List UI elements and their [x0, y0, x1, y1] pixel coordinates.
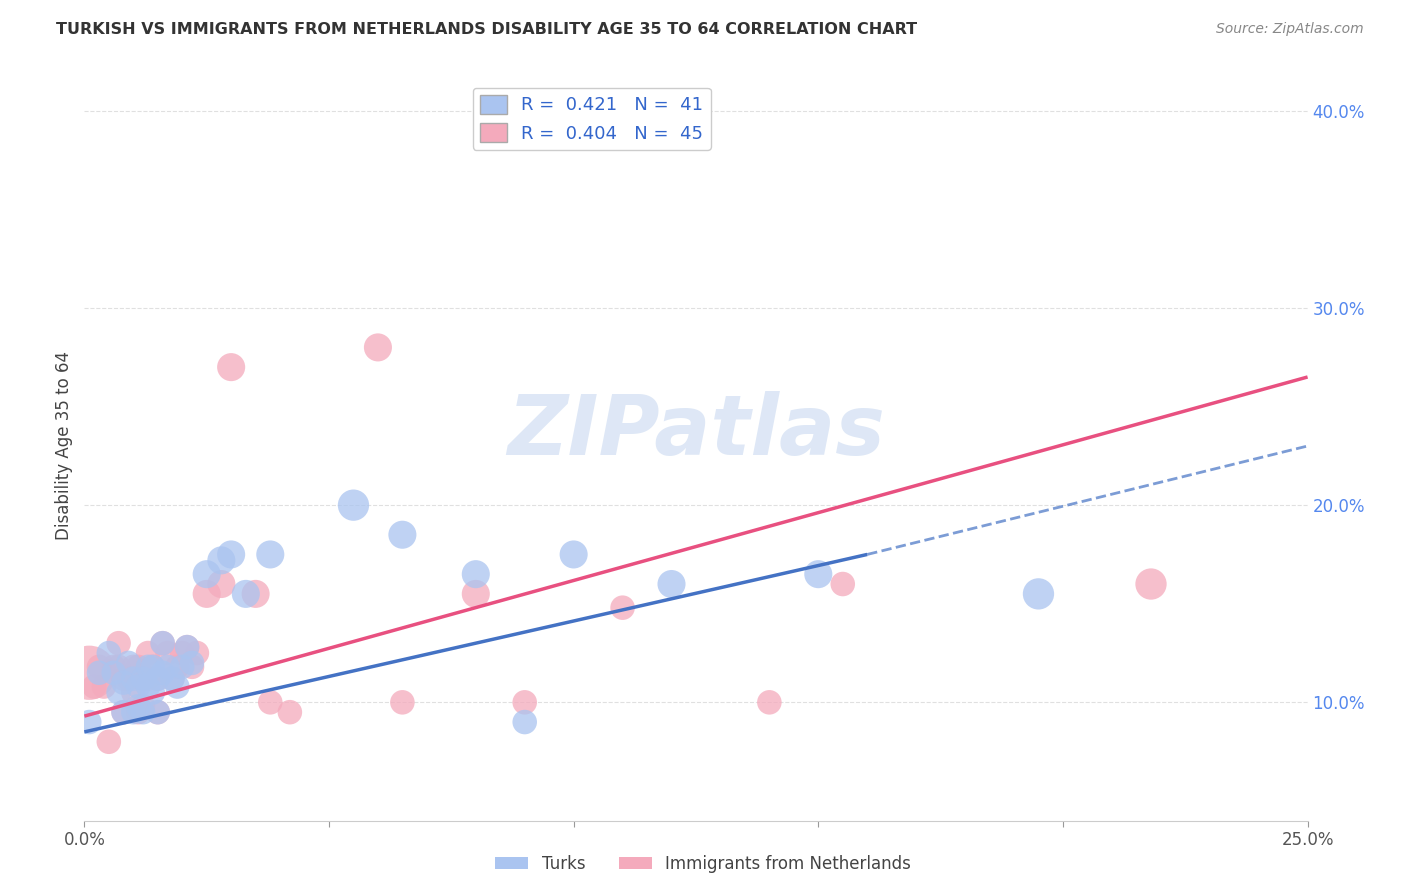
Point [132, 705, 155, 719]
Point [127, 660, 149, 674]
Point [181, 656, 204, 670]
Point [831, 577, 853, 591]
Point [122, 660, 145, 674]
Point [342, 498, 364, 512]
Point [538, 113, 561, 128]
Point [112, 705, 135, 719]
Point [142, 660, 165, 674]
Point [172, 646, 194, 660]
Point [107, 685, 129, 699]
Point [758, 695, 780, 709]
Point [259, 548, 281, 562]
Point [162, 672, 184, 686]
Point [142, 685, 165, 699]
Point [181, 660, 204, 674]
Point [156, 646, 179, 660]
Point [176, 640, 198, 654]
Point [278, 705, 301, 719]
Y-axis label: Disability Age 35 to 64: Disability Age 35 to 64 [55, 351, 73, 541]
Point [132, 672, 155, 686]
Point [136, 646, 159, 660]
Point [97, 735, 120, 749]
Point [107, 636, 129, 650]
Point [103, 665, 125, 680]
Point [122, 672, 145, 686]
Point [142, 660, 165, 674]
Point [87, 665, 110, 680]
Point [146, 705, 169, 719]
Text: Source: ZipAtlas.com: Source: ZipAtlas.com [1216, 22, 1364, 37]
Point [146, 672, 169, 686]
Point [219, 548, 242, 562]
Point [391, 695, 413, 709]
Point [112, 675, 135, 690]
Point [146, 705, 169, 719]
Point [367, 340, 389, 354]
Point [117, 672, 139, 686]
Legend: R =  0.421   N =  41, R =  0.404   N =  45: R = 0.421 N = 41, R = 0.404 N = 45 [472, 88, 710, 150]
Point [172, 660, 194, 674]
Text: TURKISH VS IMMIGRANTS FROM NETHERLANDS DISABILITY AGE 35 TO 64 CORRELATION CHART: TURKISH VS IMMIGRANTS FROM NETHERLANDS D… [56, 22, 917, 37]
Point [166, 680, 188, 694]
Point [209, 577, 232, 591]
Point [117, 656, 139, 670]
Point [259, 695, 281, 709]
Point [166, 660, 188, 674]
Point [245, 587, 267, 601]
Point [513, 714, 536, 729]
Legend: Turks, Immigrants from Netherlands: Turks, Immigrants from Netherlands [488, 848, 918, 880]
Point [136, 672, 159, 686]
Point [93, 680, 115, 694]
Point [1140, 577, 1163, 591]
Point [152, 636, 174, 650]
Point [661, 577, 683, 591]
Point [195, 587, 218, 601]
Point [136, 680, 159, 694]
Point [219, 360, 242, 375]
Point [176, 640, 198, 654]
Point [77, 714, 100, 729]
Point [152, 665, 174, 680]
Point [132, 672, 155, 686]
Point [146, 672, 169, 686]
Point [807, 567, 830, 582]
Point [77, 665, 100, 680]
Point [97, 646, 120, 660]
Point [186, 646, 208, 660]
Point [152, 636, 174, 650]
Point [132, 699, 155, 714]
Point [612, 600, 634, 615]
Point [122, 685, 145, 699]
Point [103, 660, 125, 674]
Point [464, 567, 486, 582]
Point [136, 660, 159, 674]
Point [391, 527, 413, 541]
Point [83, 680, 105, 694]
Point [562, 548, 585, 562]
Point [112, 705, 135, 719]
Point [127, 680, 149, 694]
Point [162, 672, 184, 686]
Point [156, 660, 179, 674]
Point [513, 695, 536, 709]
Point [1028, 587, 1050, 601]
Point [235, 587, 257, 601]
Point [464, 587, 486, 601]
Text: ZIPatlas: ZIPatlas [508, 391, 884, 472]
Point [127, 705, 149, 719]
Point [195, 567, 218, 582]
Point [112, 672, 135, 686]
Point [122, 705, 145, 719]
Point [209, 553, 232, 567]
Point [127, 699, 149, 714]
Point [87, 660, 110, 674]
Point [107, 660, 129, 674]
